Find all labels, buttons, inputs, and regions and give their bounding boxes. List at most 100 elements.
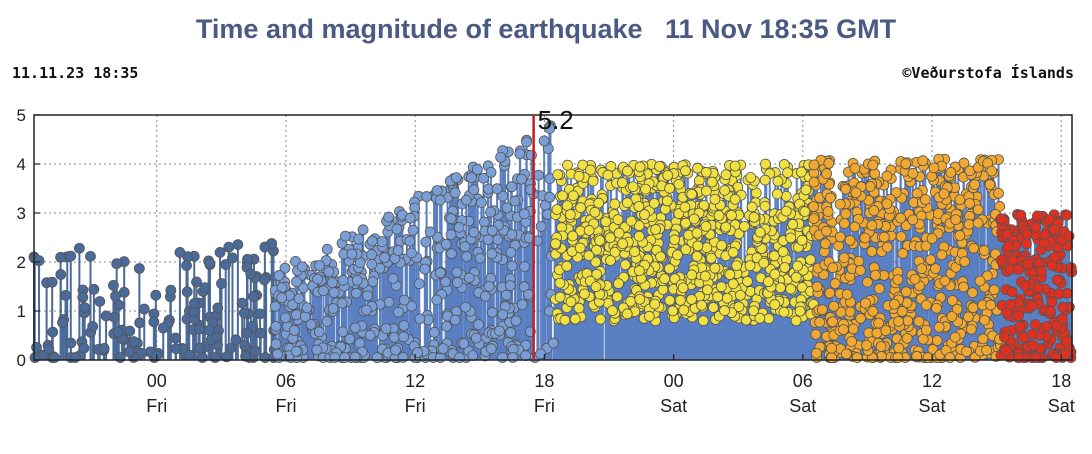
quake-point xyxy=(998,331,1010,343)
quake-point xyxy=(189,298,200,309)
quake-point xyxy=(194,323,206,335)
quake-point xyxy=(705,252,717,264)
quake-point xyxy=(214,247,226,258)
quake-point xyxy=(985,299,997,311)
quake-point xyxy=(669,234,680,246)
quake-point xyxy=(516,299,528,311)
quake-point xyxy=(839,218,850,229)
quake-point xyxy=(574,242,586,254)
quake-point xyxy=(790,271,802,283)
x-tick-label: 06 xyxy=(793,371,813,391)
quake-point xyxy=(667,305,679,317)
x-tick-day: Fri xyxy=(146,396,167,416)
quake-point xyxy=(589,206,601,218)
quake-point xyxy=(961,346,972,357)
quake-point xyxy=(944,352,956,363)
quake-point xyxy=(826,342,837,354)
quake-point xyxy=(724,269,736,280)
quake-point xyxy=(826,352,837,363)
quake-point xyxy=(917,333,929,345)
quake-point xyxy=(848,323,859,335)
quake-point xyxy=(964,197,976,209)
quake-point xyxy=(1032,282,1044,294)
quake-point xyxy=(609,246,621,258)
quake-point xyxy=(874,283,885,295)
quake-point xyxy=(709,262,721,274)
quake-point xyxy=(795,166,807,178)
quake-point xyxy=(810,328,822,340)
quake-point xyxy=(780,190,792,202)
timestamp-label: 11.11.23 18:35 xyxy=(12,64,139,82)
quake-point xyxy=(959,256,971,267)
quake-point xyxy=(811,281,823,293)
quake-point xyxy=(497,352,508,363)
quake-point xyxy=(680,244,692,256)
quake-point xyxy=(78,342,90,354)
y-tick-label: 0 xyxy=(17,351,26,370)
quake-point xyxy=(697,315,709,327)
quake-point xyxy=(602,169,614,181)
quake-point xyxy=(700,185,712,197)
y-tick-labels: 0 1 2 3 4 5 xyxy=(17,106,26,370)
quake-point xyxy=(270,320,282,332)
quake-point xyxy=(351,274,363,286)
quake-point xyxy=(110,290,121,302)
quake-point xyxy=(706,176,718,188)
quake-point xyxy=(114,352,126,363)
quake-point xyxy=(984,179,996,190)
quake-point xyxy=(873,317,885,329)
quake-point xyxy=(835,306,847,318)
quake-point xyxy=(821,168,833,179)
quake-point xyxy=(613,278,624,289)
quake-point xyxy=(699,270,711,282)
x-tick-day: Sat xyxy=(919,396,946,416)
quake-point xyxy=(88,283,100,295)
quake-point xyxy=(505,246,517,258)
quake-point xyxy=(497,190,509,202)
quake-point xyxy=(590,281,602,293)
quake-point xyxy=(565,296,577,308)
x-tick-label: 00 xyxy=(664,371,684,391)
quake-point xyxy=(792,260,803,272)
quake-point xyxy=(250,345,261,357)
quake-point xyxy=(866,219,878,231)
quake-point xyxy=(238,307,250,319)
quake-point xyxy=(654,160,665,172)
quake-point xyxy=(633,265,645,277)
quake-point xyxy=(468,184,480,196)
quake-point xyxy=(491,183,503,195)
quake-point xyxy=(945,167,957,178)
quake-point xyxy=(414,313,426,325)
quake-point xyxy=(679,165,691,177)
quake-point xyxy=(494,325,505,337)
quake-point xyxy=(951,303,963,315)
quake-point xyxy=(547,337,559,349)
quake-point xyxy=(930,263,941,275)
quake-point xyxy=(1041,321,1053,332)
quake-point xyxy=(612,214,624,225)
quake-point xyxy=(932,208,944,219)
quake-point xyxy=(677,282,689,294)
quake-point xyxy=(327,303,339,314)
quake-point xyxy=(995,254,1007,266)
quake-point xyxy=(650,224,661,235)
quake-point xyxy=(98,342,110,354)
quake-point xyxy=(744,260,756,272)
quake-point xyxy=(270,338,282,350)
quake-point xyxy=(1006,286,1018,298)
quake-point xyxy=(600,216,612,228)
quake-point xyxy=(212,302,224,314)
quake-point xyxy=(312,273,324,285)
quake-point xyxy=(808,201,819,212)
quake-point xyxy=(337,326,349,338)
quake-point xyxy=(720,169,732,181)
quake-point xyxy=(554,277,566,289)
quake-point xyxy=(111,258,123,270)
quake-point xyxy=(748,305,759,317)
quake-point xyxy=(967,287,978,299)
quake-point xyxy=(819,238,831,250)
quake-point xyxy=(675,295,686,306)
quake-point xyxy=(619,259,631,271)
quake-point xyxy=(946,295,958,306)
quake-point xyxy=(838,324,849,336)
